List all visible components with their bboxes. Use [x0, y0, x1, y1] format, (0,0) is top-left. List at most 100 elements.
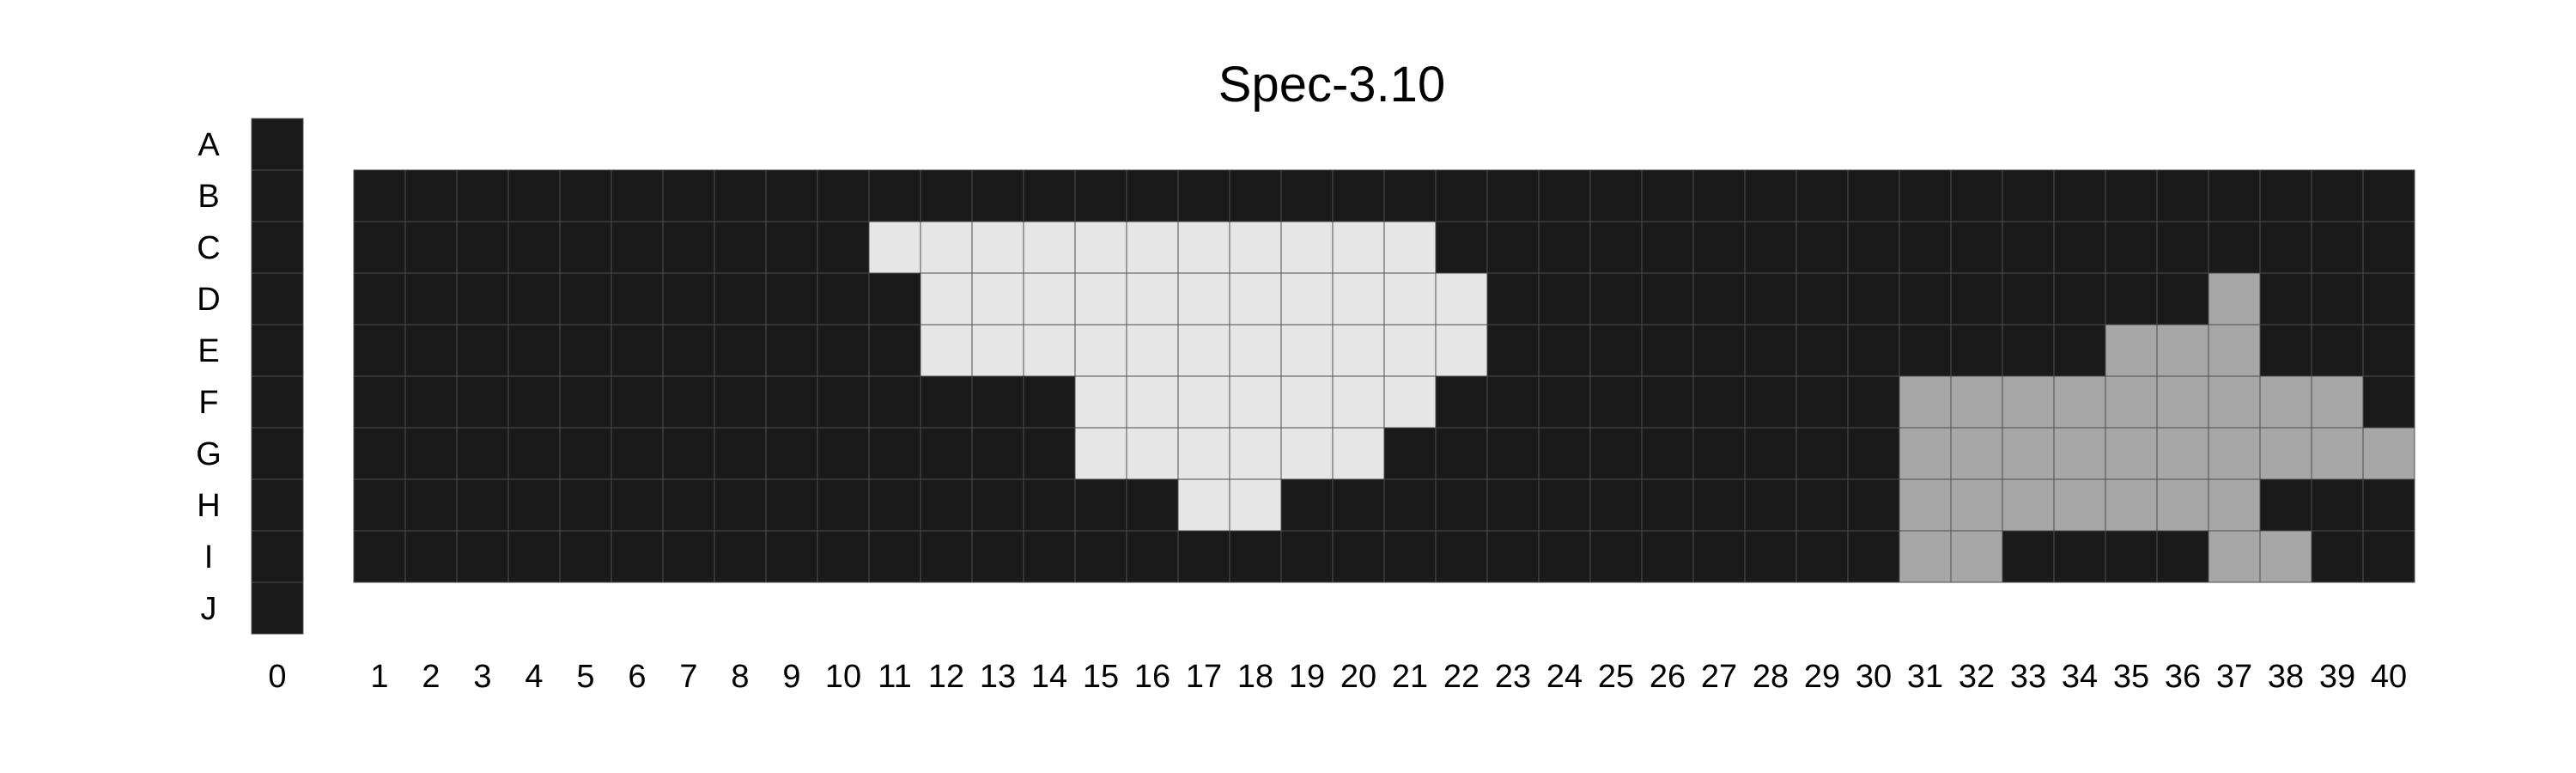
- heatmap-cell-I-20: [1332, 530, 1385, 583]
- heatmap-cell-H-1: [353, 478, 406, 532]
- heatmap-cell-B-22: [1435, 169, 1488, 222]
- heatmap-cell-G-1: [353, 427, 406, 480]
- heatmap-cell-D-36: [2156, 272, 2209, 326]
- heatmap-cell-G-25: [1589, 427, 1643, 480]
- heatmap-cell-B-11: [868, 169, 921, 222]
- heatmap-cell-B-34: [2053, 169, 2106, 222]
- heatmap-cell-I-30: [1847, 530, 1900, 583]
- heatmap-cell-H-10: [817, 478, 870, 532]
- heatmap-cell-D-4: [507, 272, 561, 326]
- heatmap-cell-I-40: [2362, 530, 2415, 583]
- heatmap-cell-H-20: [1332, 478, 1385, 532]
- heatmap-cell-E-12: [920, 324, 973, 377]
- heatmap-cell-C-36: [2156, 221, 2209, 274]
- heatmap-cell-H-25: [1589, 478, 1643, 532]
- heatmap-cell-G-38: [2259, 427, 2312, 480]
- heatmap-cell-B-15: [1074, 169, 1127, 222]
- heatmap-cell-col0-D: [251, 272, 304, 326]
- heatmap-cell-D-11: [868, 272, 921, 326]
- heatmap-cell-B-12: [920, 169, 973, 222]
- heatmap-cell-H-40: [2362, 478, 2415, 532]
- heatmap-cell-C-10: [817, 221, 870, 274]
- heatmap-cell-G-18: [1229, 427, 1282, 480]
- heatmap-cell-D-23: [1486, 272, 1540, 326]
- heatmap-cell-B-9: [765, 169, 818, 222]
- heatmap-cell-F-12: [920, 375, 973, 429]
- heatmap-cell-C-5: [559, 221, 612, 274]
- heatmap-cell-D-28: [1744, 272, 1797, 326]
- heatmap-cell-H-24: [1538, 478, 1591, 532]
- heatmap-cell-I-31: [1899, 530, 1952, 583]
- heatmap-cell-D-31: [1899, 272, 1952, 326]
- heatmap-cell-I-39: [2311, 530, 2364, 583]
- column-label-39: 39: [2319, 659, 2355, 695]
- heatmap-cell-B-29: [1795, 169, 1849, 222]
- heatmap-cell-B-37: [2208, 169, 2261, 222]
- heatmap-cell-col0-C: [251, 221, 304, 274]
- heatmap-cell-F-8: [714, 375, 767, 429]
- heatmap-cell-I-32: [1950, 530, 2003, 583]
- heatmap-cell-B-19: [1280, 169, 1334, 222]
- heatmap-cell-G-17: [1177, 427, 1230, 480]
- heatmap-cell-H-15: [1074, 478, 1127, 532]
- heatmap-cell-E-8: [714, 324, 767, 377]
- heatmap-cell-B-14: [1023, 169, 1076, 222]
- heatmap-cell-E-30: [1847, 324, 1900, 377]
- heatmap-cell-C-37: [2208, 221, 2261, 274]
- heatmap-cell-I-35: [2105, 530, 2158, 583]
- heatmap-cell-H-5: [559, 478, 612, 532]
- column-label-40: 40: [2371, 659, 2407, 695]
- heatmap-cell-I-26: [1641, 530, 1694, 583]
- row-label-E: E: [197, 333, 219, 369]
- heatmap-cell-col0-A: [251, 118, 304, 171]
- heatmap-cell-G-31: [1899, 427, 1952, 480]
- heatmap-cell-E-3: [456, 324, 509, 377]
- heatmap-cell-F-25: [1589, 375, 1643, 429]
- heatmap-cell-F-5: [559, 375, 612, 429]
- heatmap-cell-H-7: [662, 478, 715, 532]
- heatmap-cell-C-40: [2362, 221, 2415, 274]
- heatmap-cell-F-9: [765, 375, 818, 429]
- heatmap-cell-F-6: [611, 375, 664, 429]
- heatmap-cell-F-35: [2105, 375, 2158, 429]
- heatmap-cell-E-23: [1486, 324, 1540, 377]
- column-label-22: 22: [1443, 659, 1479, 695]
- heatmap-cell-I-1: [353, 530, 406, 583]
- column-label-12: 12: [928, 659, 964, 695]
- heatmap-cell-E-28: [1744, 324, 1797, 377]
- heatmap-cell-E-15: [1074, 324, 1127, 377]
- heatmap-cell-D-33: [2002, 272, 2055, 326]
- heatmap-cell-E-18: [1229, 324, 1282, 377]
- heatmap-cell-F-11: [868, 375, 921, 429]
- column-label-1: 1: [370, 659, 388, 695]
- heatmap-cell-G-10: [817, 427, 870, 480]
- heatmap-cell-G-40: [2362, 427, 2415, 480]
- heatmap-cell-H-6: [611, 478, 664, 532]
- heatmap-cell-F-40: [2362, 375, 2415, 429]
- heatmap-cell-D-30: [1847, 272, 1900, 326]
- heatmap-cell-G-9: [765, 427, 818, 480]
- heatmap-cell-F-16: [1126, 375, 1179, 429]
- heatmap-cell-D-18: [1229, 272, 1282, 326]
- heatmap-cell-E-7: [662, 324, 715, 377]
- heatmap-cell-D-1: [353, 272, 406, 326]
- heatmap-cell-F-18: [1229, 375, 1282, 429]
- heatmap-cell-D-8: [714, 272, 767, 326]
- heatmap-cell-G-3: [456, 427, 509, 480]
- heatmap-cell-B-27: [1692, 169, 1746, 222]
- heatmap-cell-C-23: [1486, 221, 1540, 274]
- column-label-8: 8: [731, 659, 749, 695]
- column-label-36: 36: [2165, 659, 2201, 695]
- column-label-17: 17: [1186, 659, 1222, 695]
- heatmap-cell-I-15: [1074, 530, 1127, 583]
- heatmap-cell-E-33: [2002, 324, 2055, 377]
- heatmap-cell-C-21: [1383, 221, 1437, 274]
- heatmap-cell-I-37: [2208, 530, 2261, 583]
- heatmap-cell-B-3: [456, 169, 509, 222]
- heatmap-cell-D-29: [1795, 272, 1849, 326]
- heatmap-cell-B-5: [559, 169, 612, 222]
- heatmap-cell-B-8: [714, 169, 767, 222]
- heatmap-cell-F-22: [1435, 375, 1488, 429]
- heatmap-cell-F-10: [817, 375, 870, 429]
- main-grid: [353, 169, 2415, 583]
